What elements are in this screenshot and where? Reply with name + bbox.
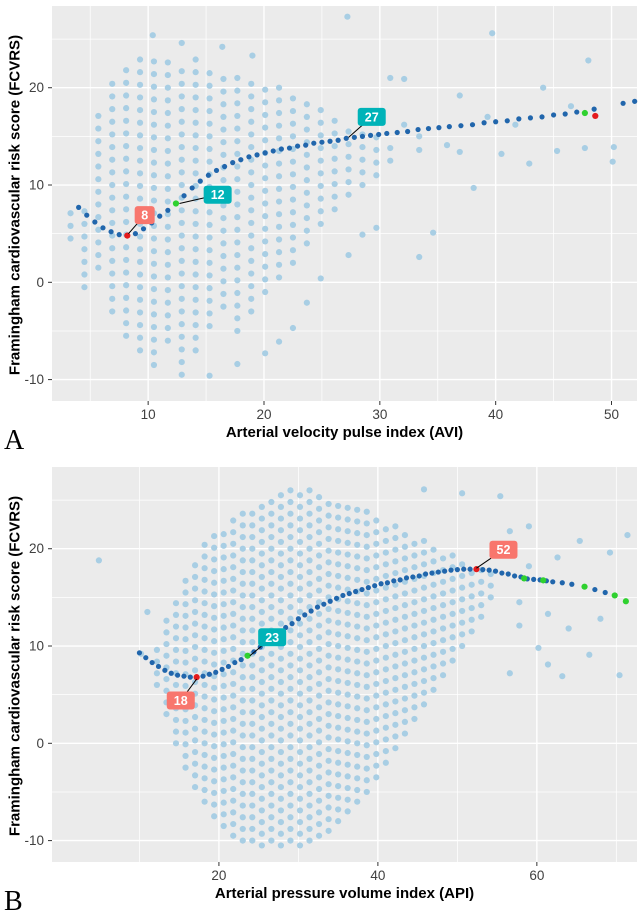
trend-points (76, 98, 638, 239)
svg-text:52: 52 (497, 543, 511, 557)
svg-text:8: 8 (141, 209, 148, 223)
y-axis-label-a: Framingham cardiovascular risk score (FC… (6, 34, 24, 376)
scatter-plot-avi: 10 20 30 40 50 -10 0 10 20 8 12 27 (24, 6, 638, 422)
plot-background (52, 6, 637, 401)
panel-letter-a: A (4, 425, 25, 456)
svg-text:10: 10 (29, 178, 44, 193)
x-axis-label-a: Arterial velocity pulse index (AVI) (225, 424, 464, 441)
axis-tick-labels: 20 40 60 -10 0 10 20 (24, 541, 544, 883)
annotations: 8 12 27 (128, 107, 386, 234)
svg-text:40: 40 (488, 407, 503, 422)
svg-text:60: 60 (529, 868, 544, 883)
svg-text:10: 10 (141, 407, 156, 422)
svg-text:20: 20 (256, 407, 271, 422)
svg-text:20: 20 (29, 541, 44, 556)
svg-text:30: 30 (372, 407, 387, 422)
panel-letter-b: B (4, 886, 23, 917)
highlight-points (124, 109, 599, 239)
svg-text:0: 0 (36, 736, 44, 751)
svg-text:-10: -10 (24, 372, 44, 387)
x-axis-label-b: Arterial pressure volume index (API) (214, 885, 475, 902)
svg-text:27: 27 (365, 110, 379, 124)
grid-major (52, 6, 637, 401)
outlier-points (149, 13, 617, 379)
axis-ticks (48, 548, 538, 866)
svg-text:40: 40 (370, 868, 385, 883)
cloud-points (153, 487, 494, 849)
axis-ticks (48, 87, 613, 405)
svg-text:0: 0 (36, 275, 44, 290)
svg-text:18: 18 (174, 694, 188, 708)
panel-B: 20 40 60 -10 0 10 20 18 23 52 Framingham cardiova… (0, 461, 643, 922)
axis-tick-labels: 10 20 30 40 50 -10 0 10 20 (24, 80, 619, 422)
panel-A: 10 20 30 40 50 -10 0 10 20 8 12 27 Framingham cardi… (4, 6, 638, 456)
scatter-plot-api: 20 40 60 -10 0 10 20 18 23 52 (24, 467, 637, 883)
cloud-points (67, 56, 394, 378)
svg-text:12: 12 (211, 188, 225, 202)
y-axis-label-b: Framingham cardiovascular risk score (FC… (6, 495, 24, 837)
svg-text:-10: -10 (24, 833, 44, 848)
grid-minor (52, 6, 637, 401)
annotations: 18 23 52 (166, 540, 518, 710)
svg-text:20: 20 (211, 868, 226, 883)
svg-text:23: 23 (265, 631, 279, 645)
svg-text:20: 20 (29, 80, 44, 95)
svg-text:50: 50 (604, 407, 619, 422)
plot-background (52, 467, 637, 862)
highlight-points (193, 566, 629, 681)
svg-text:10: 10 (29, 639, 44, 654)
